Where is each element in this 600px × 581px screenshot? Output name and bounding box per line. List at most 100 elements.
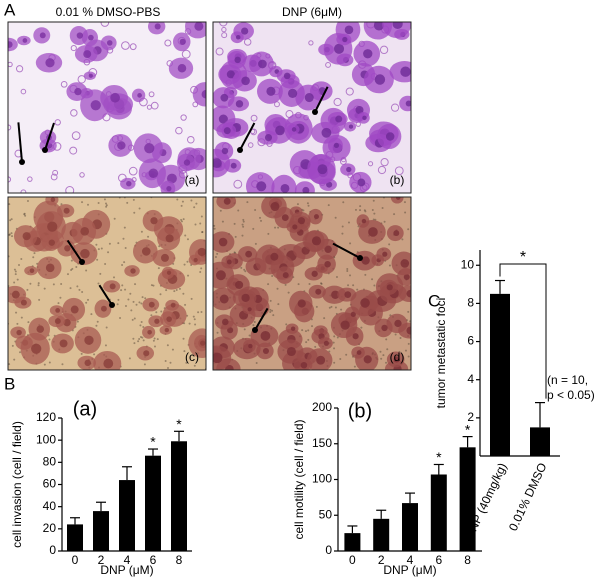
nucleus	[218, 114, 228, 124]
particle	[345, 87, 354, 96]
x-tick-label: 0	[72, 553, 79, 567]
bar	[490, 293, 510, 456]
panel-label: C	[428, 291, 440, 310]
pore	[334, 306, 337, 309]
particle	[380, 158, 389, 167]
pore	[302, 209, 305, 212]
nucleus	[357, 178, 366, 187]
pore	[126, 201, 129, 204]
x-tick-label: 0	[349, 553, 356, 567]
pore	[347, 284, 350, 287]
pore	[242, 220, 245, 223]
pore	[234, 235, 237, 238]
nucleus	[226, 70, 235, 79]
cell	[399, 95, 411, 112]
cell	[390, 197, 404, 204]
pore	[306, 202, 309, 205]
pore	[121, 263, 124, 266]
nucleus	[47, 221, 58, 232]
pore	[100, 247, 103, 250]
pore	[143, 363, 146, 366]
particle	[148, 91, 155, 98]
note: (n = 10,	[547, 373, 588, 387]
pore	[159, 293, 162, 296]
x-tick-label: 6	[435, 553, 442, 567]
particle	[50, 173, 58, 181]
pore	[11, 344, 14, 347]
pore	[117, 298, 120, 301]
pore	[277, 303, 280, 306]
pore	[138, 301, 141, 304]
pore	[297, 283, 300, 286]
pore	[374, 218, 377, 221]
nucleus	[88, 73, 93, 78]
nucleus	[70, 305, 79, 314]
nucleus	[374, 74, 386, 85]
nucleus	[141, 247, 151, 256]
nucleus	[258, 59, 267, 69]
pore	[269, 299, 272, 302]
pore	[332, 341, 335, 344]
nucleus	[297, 299, 306, 308]
image-label: (c)	[185, 350, 199, 364]
pore	[140, 302, 143, 305]
particle	[325, 61, 332, 68]
pore	[8, 363, 11, 366]
nucleus	[223, 127, 231, 135]
image-label: (d)	[390, 350, 405, 364]
nucleus	[300, 361, 308, 369]
pore	[276, 287, 279, 290]
nucleus	[193, 257, 198, 263]
nucleus	[76, 32, 84, 39]
pore	[141, 296, 144, 299]
particle	[60, 80, 68, 88]
arrow	[98, 284, 113, 306]
pore	[385, 338, 388, 341]
pore	[13, 358, 16, 361]
pore	[66, 273, 69, 276]
pore	[311, 325, 314, 328]
pore	[81, 291, 84, 294]
pore	[123, 226, 126, 229]
pore	[188, 322, 191, 325]
pore	[399, 336, 402, 339]
pore	[184, 234, 187, 237]
pore	[71, 267, 74, 270]
pore	[340, 308, 343, 311]
pore	[197, 311, 200, 314]
nucleus	[297, 217, 306, 225]
pore	[29, 282, 32, 285]
pore	[173, 290, 176, 293]
nucleus	[45, 58, 55, 68]
nucleus	[143, 350, 150, 357]
y-tick-label: 100	[36, 432, 56, 446]
particle	[70, 109, 78, 117]
pore	[95, 243, 98, 246]
significance: *	[176, 416, 182, 432]
nucleus	[64, 245, 71, 252]
pore	[379, 350, 382, 353]
nucleus	[406, 289, 411, 298]
arrow	[239, 122, 256, 151]
nucleus	[235, 280, 244, 289]
pore	[133, 317, 136, 320]
y-tick-label: 120	[36, 410, 56, 424]
nucleus	[311, 270, 318, 277]
nucleus	[201, 90, 206, 99]
pore	[327, 204, 330, 207]
nucleus	[381, 324, 388, 332]
pore	[178, 287, 181, 290]
nucleus	[355, 105, 364, 115]
pore	[407, 342, 410, 345]
pore	[139, 335, 142, 338]
pore	[76, 285, 79, 288]
y-tick-label: 8	[467, 296, 474, 310]
x-tick-label: 8	[176, 553, 183, 567]
particle	[27, 176, 33, 182]
pore	[10, 232, 13, 235]
pore	[37, 284, 40, 287]
nucleus	[218, 237, 228, 247]
pore	[216, 331, 219, 334]
pore	[388, 264, 391, 267]
nucleus	[103, 358, 114, 369]
